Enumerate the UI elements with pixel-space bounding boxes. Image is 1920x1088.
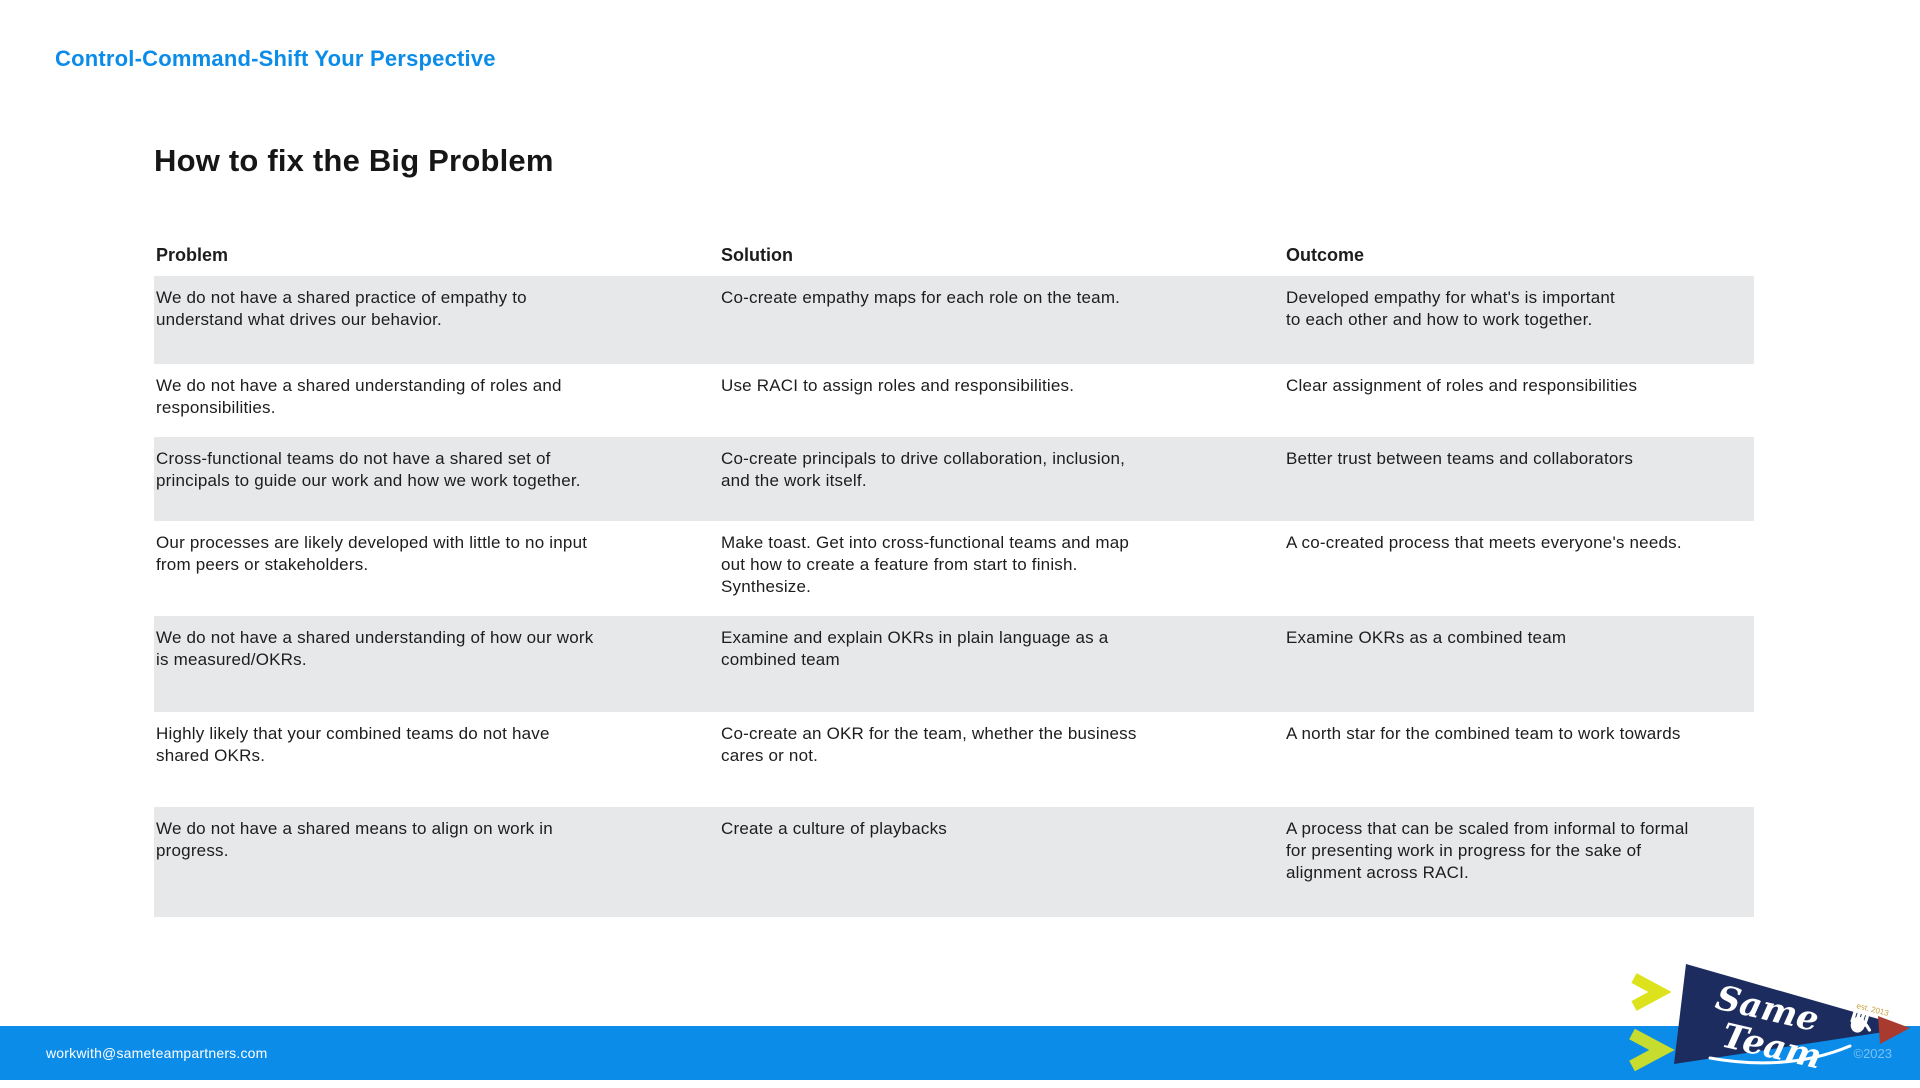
cell-outcome: Examine OKRs as a combined team <box>1286 628 1567 647</box>
cell-solution: Co-create an OKR for the team, whether t… <box>721 724 1137 765</box>
footer-email: workwith@sameteampartners.com <box>46 1045 268 1061</box>
cell-outcome: A co-created process that meets everyone… <box>1286 533 1682 552</box>
cell-outcome: A north star for the combined team to wo… <box>1286 724 1681 743</box>
cell-problem: We do not have a shared means to align o… <box>156 819 553 860</box>
sameteam-pennant-logo: est. 2013 Same Team <box>1628 956 1920 1088</box>
cell-outcome: A process that can be scaled from inform… <box>1286 819 1689 882</box>
cell-outcome: Better trust between teams and collabora… <box>1286 449 1634 468</box>
deck-title: Control-Command-Shift Your Perspective <box>55 46 496 71</box>
table-row: Cross-functional teams do not have a sha… <box>154 437 1754 521</box>
column-header-problem: Problem <box>156 245 229 265</box>
table-row: Highly likely that your combined teams d… <box>154 712 1754 807</box>
cell-problem: We do not have a shared practice of empa… <box>156 288 527 329</box>
cell-problem: We do not have a shared understanding of… <box>156 376 562 417</box>
table-header-row: Problem Solution Outcome <box>154 244 1754 266</box>
table-row: Our processes are likely developed with … <box>154 521 1754 616</box>
cell-solution: Use RACI to assign roles and responsibil… <box>721 376 1075 395</box>
page-title: How to fix the Big Problem <box>154 143 554 178</box>
cell-problem: Highly likely that your combined teams d… <box>156 724 550 765</box>
problem-solution-table: Problem Solution Outcome We do not have … <box>154 244 1754 917</box>
column-header-outcome: Outcome <box>1286 245 1365 265</box>
footer-copyright: ©2023 <box>1853 1045 1893 1061</box>
column-header-solution: Solution <box>721 245 793 265</box>
logo-swoosh <box>1708 1044 1852 1065</box>
cell-outcome: Developed empathy for what's is importan… <box>1286 288 1615 329</box>
cell-problem: Our processes are likely developed with … <box>156 533 588 574</box>
cell-solution: Co-create empathy maps for each role on … <box>721 288 1121 307</box>
table-body: We do not have a shared practice of empa… <box>154 276 1754 917</box>
cell-problem: Cross-functional teams do not have a sha… <box>156 449 581 490</box>
footer-bar: workwith@sameteampartners.com ©2023 <box>0 1026 1920 1080</box>
table-row: We do not have a shared practice of empa… <box>154 276 1754 364</box>
hand-icon <box>1850 1008 1872 1033</box>
cell-solution: Examine and explain OKRs in plain langua… <box>721 628 1109 669</box>
cell-solution: Make toast. Get into cross-functional te… <box>721 533 1129 596</box>
cell-problem: We do not have a shared understanding of… <box>156 628 594 669</box>
table-row: We do not have a shared understanding of… <box>154 616 1754 712</box>
table-row: We do not have a shared understanding of… <box>154 364 1754 437</box>
cell-solution: Co-create principals to drive collaborat… <box>721 449 1126 490</box>
pennant-flag <box>1674 964 1910 1064</box>
table-row: We do not have a shared means to align o… <box>154 807 1754 917</box>
chevron-icon <box>1631 973 1672 1011</box>
cell-outcome: Clear assignment of roles and responsibi… <box>1286 376 1638 395</box>
chevron-icon <box>1629 1028 1675 1072</box>
cell-solution: Create a culture of playbacks <box>721 819 947 838</box>
pennant-tip <box>1878 1016 1910 1044</box>
